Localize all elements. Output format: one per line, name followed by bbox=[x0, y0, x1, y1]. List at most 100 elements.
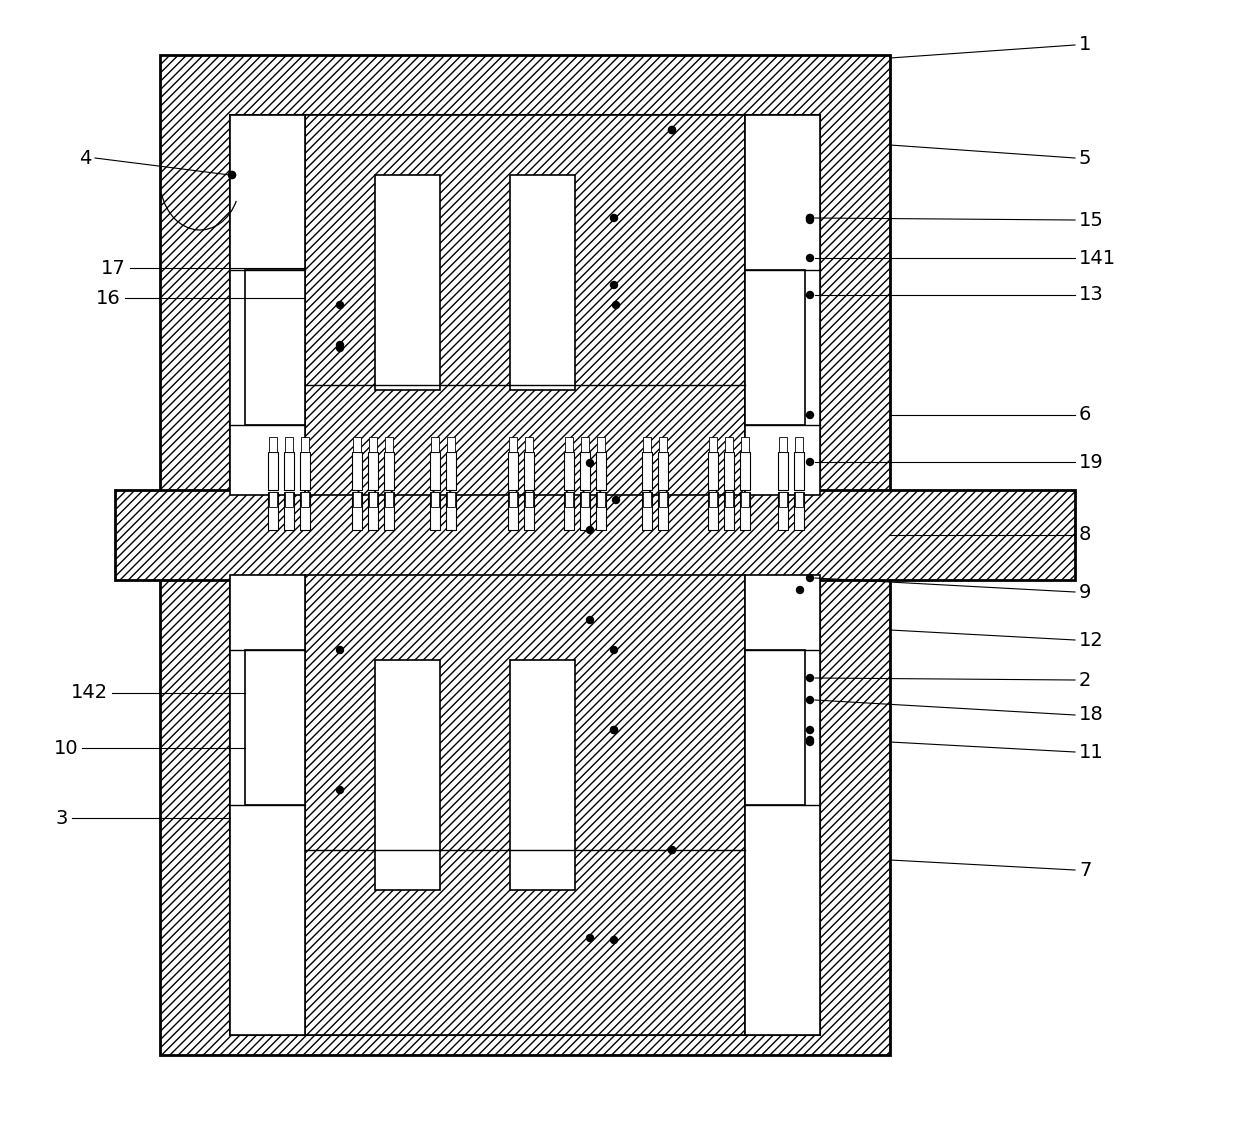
Bar bbox=[352, 452, 362, 490]
Circle shape bbox=[806, 738, 813, 745]
Circle shape bbox=[796, 586, 804, 594]
Circle shape bbox=[610, 726, 618, 734]
Bar bbox=[644, 437, 651, 452]
Bar bbox=[510, 660, 575, 890]
Circle shape bbox=[806, 411, 813, 419]
Bar bbox=[384, 437, 393, 452]
Bar bbox=[160, 55, 890, 1054]
Bar bbox=[779, 492, 787, 507]
Bar bbox=[658, 492, 668, 530]
Circle shape bbox=[610, 726, 618, 734]
Text: 6: 6 bbox=[1079, 405, 1091, 425]
Bar bbox=[384, 492, 394, 530]
Bar bbox=[246, 650, 305, 805]
Bar bbox=[525, 452, 534, 490]
Bar bbox=[508, 437, 517, 452]
Bar bbox=[644, 492, 651, 507]
Text: 1: 1 bbox=[1079, 35, 1091, 54]
Bar bbox=[285, 492, 293, 507]
Circle shape bbox=[336, 647, 343, 654]
Bar bbox=[284, 452, 294, 490]
Circle shape bbox=[613, 497, 620, 504]
Text: 16: 16 bbox=[97, 289, 122, 307]
Circle shape bbox=[806, 458, 813, 465]
Bar bbox=[642, 492, 652, 530]
Bar bbox=[269, 437, 277, 452]
Bar bbox=[446, 492, 456, 530]
Bar bbox=[795, 492, 804, 507]
Circle shape bbox=[587, 616, 594, 623]
Circle shape bbox=[806, 674, 813, 682]
Bar bbox=[508, 492, 517, 507]
Bar bbox=[596, 452, 606, 490]
Bar bbox=[745, 650, 805, 805]
Text: 141: 141 bbox=[1079, 248, 1116, 268]
Bar bbox=[246, 270, 305, 425]
Bar bbox=[300, 492, 310, 530]
Bar bbox=[368, 452, 378, 490]
Circle shape bbox=[610, 215, 618, 221]
Bar bbox=[368, 492, 378, 530]
Circle shape bbox=[668, 126, 676, 133]
Bar bbox=[446, 437, 455, 452]
Bar bbox=[525, 492, 534, 530]
Bar bbox=[430, 452, 440, 490]
Circle shape bbox=[587, 526, 594, 534]
Text: 7: 7 bbox=[1079, 860, 1091, 879]
Circle shape bbox=[228, 172, 236, 178]
Circle shape bbox=[806, 217, 813, 224]
Bar bbox=[432, 492, 439, 507]
Text: 10: 10 bbox=[53, 738, 78, 758]
Bar bbox=[580, 452, 590, 490]
Bar bbox=[580, 492, 590, 530]
Text: 15: 15 bbox=[1079, 210, 1104, 229]
Bar bbox=[284, 492, 294, 530]
Bar bbox=[745, 270, 805, 425]
Bar bbox=[115, 490, 1075, 580]
Text: 8: 8 bbox=[1079, 525, 1091, 544]
Bar bbox=[582, 492, 589, 507]
Circle shape bbox=[806, 215, 813, 221]
Bar bbox=[565, 492, 573, 507]
Bar bbox=[370, 492, 377, 507]
Bar bbox=[229, 115, 305, 495]
Bar bbox=[708, 452, 718, 490]
Bar bbox=[725, 437, 733, 452]
Bar bbox=[794, 452, 804, 490]
Circle shape bbox=[806, 215, 813, 221]
Bar bbox=[370, 437, 377, 452]
Circle shape bbox=[806, 697, 813, 703]
Bar bbox=[777, 492, 787, 530]
Circle shape bbox=[336, 301, 343, 308]
Text: 11: 11 bbox=[1079, 743, 1104, 761]
Bar bbox=[745, 115, 820, 495]
Bar bbox=[725, 492, 733, 507]
Text: 12: 12 bbox=[1079, 630, 1104, 649]
Bar bbox=[565, 437, 573, 452]
Bar bbox=[564, 492, 574, 530]
Circle shape bbox=[336, 344, 343, 351]
Bar bbox=[269, 492, 277, 507]
Circle shape bbox=[668, 847, 676, 854]
Bar bbox=[510, 175, 575, 390]
Bar bbox=[300, 452, 310, 490]
Circle shape bbox=[806, 254, 813, 262]
Bar bbox=[384, 492, 393, 507]
Circle shape bbox=[587, 460, 594, 466]
Circle shape bbox=[587, 935, 594, 942]
Text: 18: 18 bbox=[1079, 706, 1104, 725]
Text: 3: 3 bbox=[56, 808, 68, 828]
Circle shape bbox=[613, 301, 620, 308]
Bar bbox=[525, 437, 533, 452]
Bar bbox=[658, 437, 667, 452]
Bar bbox=[305, 115, 745, 495]
Text: 5: 5 bbox=[1079, 149, 1091, 167]
Bar bbox=[708, 492, 718, 530]
Circle shape bbox=[806, 726, 813, 734]
Bar bbox=[268, 452, 278, 490]
Text: 142: 142 bbox=[71, 683, 108, 702]
Bar bbox=[374, 660, 440, 890]
Bar bbox=[724, 492, 734, 530]
Bar bbox=[742, 492, 749, 507]
Text: 2: 2 bbox=[1079, 671, 1091, 690]
